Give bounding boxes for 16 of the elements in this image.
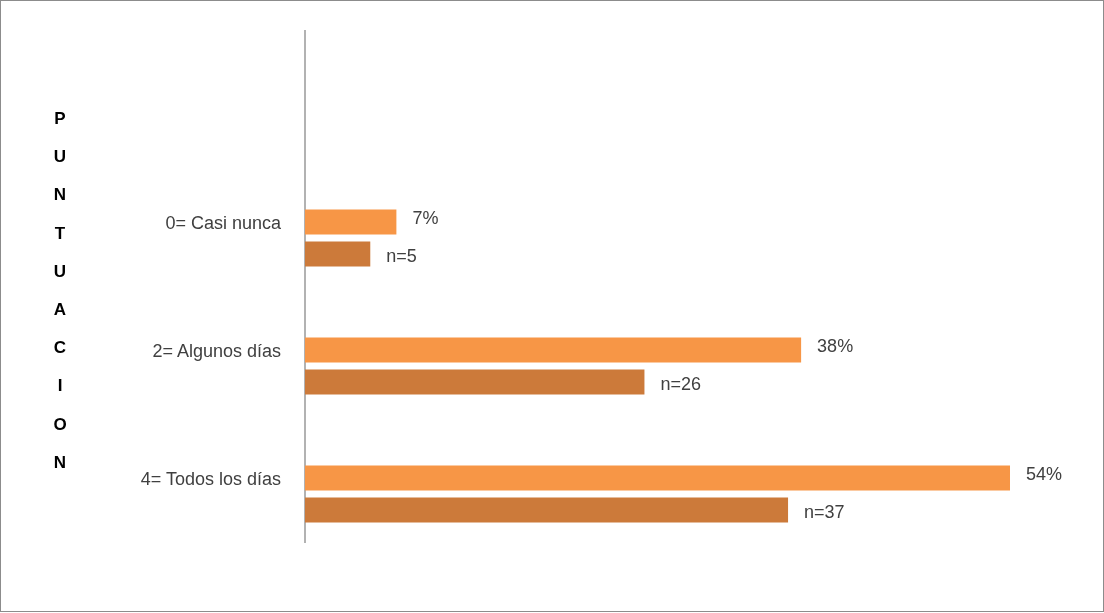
data-label: n=37: [804, 501, 845, 522]
bar: [305, 241, 371, 267]
data-label: 38%: [817, 335, 854, 356]
bar: [305, 497, 789, 523]
bar: [305, 209, 397, 235]
data-label: 7%: [412, 207, 439, 228]
data-label: n=26: [660, 373, 701, 394]
text: PUNTUACION: [53, 109, 67, 472]
y-tick-label: 4= Todos los días: [140, 468, 281, 489]
data-label: n=5: [386, 245, 417, 266]
y-tick-label: 2= Algunos días: [152, 340, 281, 361]
y-tick-label: 0= Casi nunca: [165, 212, 282, 233]
bar: [305, 369, 645, 395]
bar: [305, 465, 1010, 491]
bar: [305, 337, 802, 363]
data-label: 54%: [1026, 463, 1063, 484]
